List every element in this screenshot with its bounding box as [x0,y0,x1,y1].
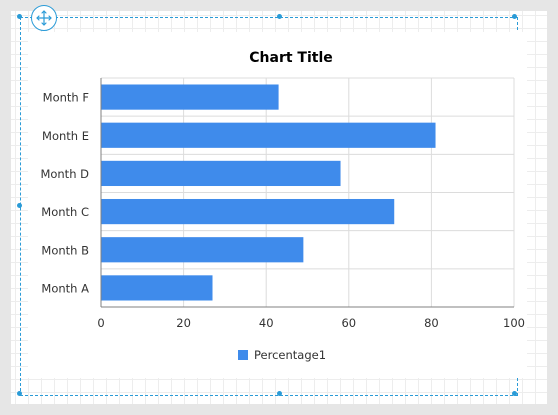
resize-handle-bottom[interactable] [277,391,282,396]
x-tick-label: 60 [341,316,356,330]
resize-handle-top-right[interactable] [512,14,517,19]
x-tick-label: 80 [424,316,439,330]
resize-handle-bottom-left[interactable] [17,391,22,396]
category-label: Month E [42,129,89,143]
x-tick-label: 40 [259,316,274,330]
move-handle[interactable] [31,5,57,31]
bar [101,237,304,263]
bar [101,275,213,301]
legend-label: Percentage1 [254,348,326,362]
legend-swatch [238,350,248,360]
bar [101,160,341,187]
resize-handle-top[interactable] [277,14,282,19]
x-tick-label: 100 [503,316,525,330]
x-tick-label: 0 [97,316,104,330]
bar [101,84,279,110]
bar [101,198,395,225]
category-label: Month C [41,205,89,219]
chart-title-text: Chart Title [249,50,333,66]
move-arrows-icon [36,10,52,26]
category-label: Month B [41,243,89,257]
category-label: Month A [41,281,89,295]
resize-handle-left[interactable] [17,203,22,208]
x-tick-label: 20 [176,316,191,330]
bar [101,122,436,148]
resize-handle-top-left[interactable] [17,14,22,19]
resize-handle-bottom-right[interactable] [512,391,517,396]
category-label: Month F [43,91,89,105]
category-label: Month D [40,167,89,181]
